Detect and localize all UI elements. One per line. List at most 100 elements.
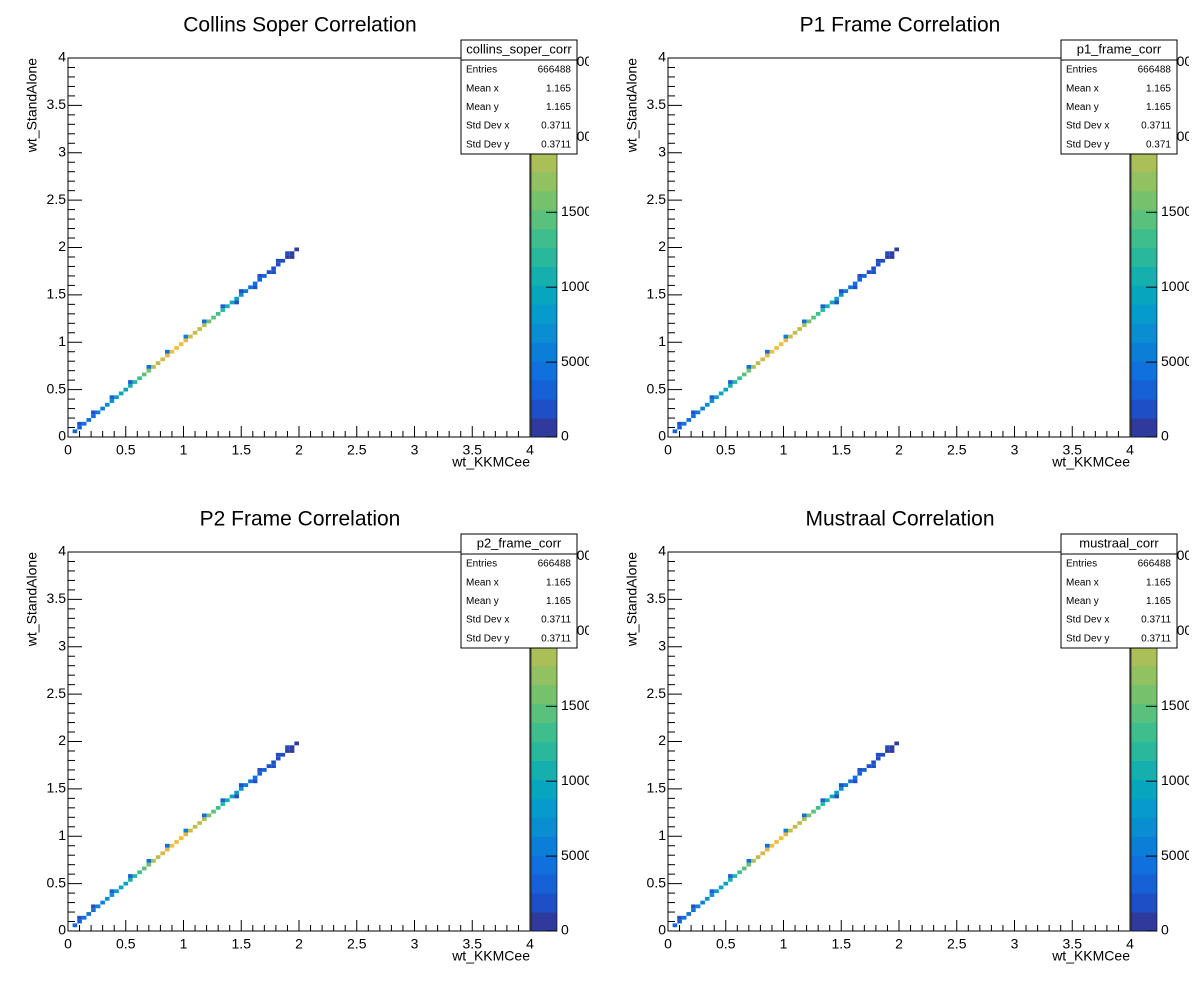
x-tick-label: 2.5 bbox=[947, 442, 967, 458]
heatmap-cell bbox=[225, 304, 230, 309]
stats-name: collins_soper_corr bbox=[466, 41, 572, 56]
heatmap-cell bbox=[243, 783, 249, 787]
heatmap-cell bbox=[285, 745, 290, 750]
heatmap-cell bbox=[871, 266, 876, 271]
heatmap-cell bbox=[885, 745, 890, 750]
heatmap-cell bbox=[801, 813, 807, 818]
heatmap-cell bbox=[871, 760, 876, 765]
heatmap-cell bbox=[728, 383, 733, 388]
heatmap-cell bbox=[262, 768, 267, 772]
heatmap-cell bbox=[857, 274, 863, 278]
heatmap-cell bbox=[765, 843, 770, 848]
color-band bbox=[531, 190, 557, 211]
color-band bbox=[1131, 247, 1157, 267]
heatmap-cell bbox=[169, 843, 175, 848]
heatmap-cell bbox=[248, 285, 253, 290]
color-band bbox=[531, 874, 557, 894]
color-band bbox=[531, 418, 557, 438]
heatmap-cell bbox=[95, 410, 101, 415]
heatmap-cell bbox=[238, 783, 244, 787]
heatmap-cell bbox=[91, 908, 96, 913]
heatmap-cell bbox=[289, 255, 295, 259]
y-tick-label: 0.5 bbox=[647, 874, 667, 890]
heatmap-cell bbox=[280, 752, 286, 757]
heatmap-cell bbox=[815, 311, 821, 316]
heatmap-cell bbox=[885, 749, 890, 753]
stats-label: Entries bbox=[1066, 559, 1097, 570]
heatmap-cell bbox=[197, 327, 202, 331]
color-band bbox=[531, 703, 557, 724]
color-band bbox=[531, 152, 557, 173]
y-tick-label: 2 bbox=[58, 732, 66, 748]
color-band bbox=[1131, 703, 1157, 724]
heatmap-cell bbox=[165, 843, 170, 848]
stats-label: Std Dev y bbox=[466, 139, 509, 150]
color-band bbox=[1131, 418, 1157, 438]
heatmap-cell bbox=[889, 251, 895, 256]
heatmap-cell bbox=[294, 247, 299, 252]
x-tick-label: 0.5 bbox=[116, 442, 136, 458]
heatmap-cell bbox=[723, 881, 729, 886]
color-band bbox=[1131, 361, 1157, 381]
stats-box: p2_frame_corr Entries 666488 Mean x 1.165 Mea… bbox=[460, 533, 578, 649]
heatmap-cell bbox=[792, 330, 798, 335]
heatmap-cell bbox=[820, 798, 826, 803]
y-tick-label: 3 bbox=[658, 143, 666, 159]
heatmap-cell bbox=[801, 319, 807, 324]
y-tick-label: 0.5 bbox=[47, 380, 67, 396]
heatmap-cell bbox=[889, 749, 895, 753]
x-axis-title: wt_KKMCee bbox=[1051, 948, 1130, 964]
stats-frame bbox=[460, 39, 578, 155]
heatmap-cell bbox=[169, 349, 175, 354]
stats-frame bbox=[1060, 533, 1178, 649]
heatmap-cell bbox=[77, 915, 82, 920]
color-band bbox=[1131, 342, 1157, 362]
heatmap-cell bbox=[257, 274, 263, 278]
color-band bbox=[1131, 228, 1157, 248]
color-band bbox=[1131, 285, 1157, 305]
stats-label: Mean y bbox=[1066, 102, 1099, 113]
heatmap-cell bbox=[672, 923, 678, 928]
y-tick-label: 3.5 bbox=[647, 590, 667, 606]
heatmap-cell bbox=[728, 874, 733, 878]
color-band bbox=[1131, 399, 1157, 419]
heatmap-cell bbox=[677, 421, 682, 426]
stats-box: collins_soper_corr Entries 666488 Mean x 1.1… bbox=[460, 39, 578, 155]
heatmap-cell bbox=[852, 285, 858, 290]
heatmap-cell bbox=[857, 277, 863, 282]
color-band bbox=[531, 266, 557, 286]
heatmap-cell bbox=[91, 904, 96, 909]
heatmap-cell bbox=[77, 421, 82, 426]
heatmap-cell bbox=[894, 247, 899, 252]
stats-name: p1_frame_corr bbox=[1077, 41, 1162, 56]
y-tick-label: 1 bbox=[58, 333, 66, 349]
heatmap-cell bbox=[765, 353, 770, 358]
heatmap-cell bbox=[691, 904, 696, 909]
y-tick-label: 2.5 bbox=[47, 191, 67, 207]
heatmap-cell bbox=[285, 749, 290, 753]
heatmap-cell bbox=[72, 429, 78, 434]
color-band bbox=[531, 380, 557, 400]
heatmap-cell bbox=[732, 380, 738, 384]
y-tick-label: 3.5 bbox=[47, 590, 67, 606]
heatmap-cell bbox=[783, 832, 789, 837]
heatmap-cell bbox=[151, 858, 156, 863]
z-tick-label: 15000 bbox=[561, 697, 600, 713]
x-tick-label: 1 bbox=[180, 442, 188, 458]
heatmap-cell bbox=[774, 840, 779, 844]
heatmap-cell bbox=[238, 786, 244, 791]
color-band bbox=[531, 323, 557, 343]
heatmap-cell bbox=[183, 832, 189, 837]
y-tick-label: 1.5 bbox=[47, 286, 67, 302]
heatmap-cell bbox=[875, 258, 881, 263]
heatmap-cell bbox=[866, 764, 872, 769]
heatmap-cell bbox=[262, 274, 267, 278]
color-band bbox=[531, 361, 557, 381]
heatmap-cell bbox=[834, 300, 839, 305]
heatmap-cell bbox=[271, 760, 276, 765]
y-tick-label: 3 bbox=[58, 143, 66, 159]
color-band bbox=[1131, 152, 1157, 173]
y-tick-label: 1.5 bbox=[647, 286, 667, 302]
x-tick-label: 0 bbox=[64, 936, 72, 952]
heatmap-cell bbox=[257, 768, 263, 772]
